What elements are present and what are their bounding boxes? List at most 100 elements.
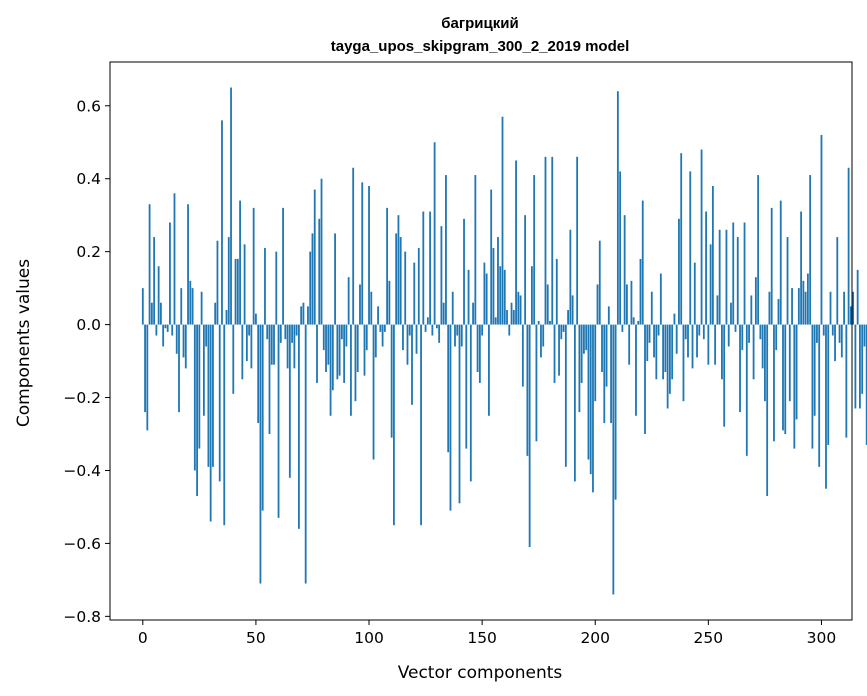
bar [675,324,678,354]
bar [664,324,667,372]
bar [551,156,554,325]
bar [836,237,839,325]
chart-subtitle: tayga_upos_skipgram_300_2_2019 model [331,38,630,55]
bar [757,175,760,325]
bar [144,324,146,413]
bar [693,262,696,325]
bar [732,222,735,325]
bar [429,211,432,325]
bar [402,324,404,351]
bar [268,324,271,434]
bar [503,269,506,325]
bar [431,324,434,336]
bar [635,324,637,416]
bar [788,324,791,402]
bar [273,324,275,365]
bar [834,324,836,362]
bar [806,273,809,325]
bar [605,324,608,387]
bar [730,302,732,325]
bar [221,120,223,325]
bar [521,324,524,387]
bar [687,324,689,358]
bar [295,324,298,336]
bar [397,215,400,325]
bar [852,291,855,325]
bar [390,324,393,438]
bar [205,324,208,347]
bar [655,324,658,380]
bar [741,324,744,351]
bar [585,324,588,351]
bar [451,291,454,325]
bar [485,273,488,325]
bar [463,218,465,325]
bar [773,324,775,442]
bar [592,324,594,493]
bar [831,324,834,336]
bar [626,284,628,325]
bar [424,324,427,332]
bar [270,324,273,365]
bar [359,284,361,325]
bar [164,324,167,329]
bar [612,324,615,595]
bar [438,324,441,343]
bar [252,207,255,325]
bar [587,324,590,460]
bar [363,324,366,376]
y-tick-label: −0.2 [63,389,101,407]
bar [279,324,282,343]
bar [818,324,821,467]
bar [232,324,235,394]
bar [320,178,323,325]
x-tick-label: 0 [138,629,148,647]
bar [171,324,174,336]
bar [754,277,757,325]
bar [248,324,251,336]
bar [286,324,289,369]
bar [657,324,660,336]
bar [580,324,583,383]
x-tick-label: 100 [354,629,384,647]
bar [490,189,493,325]
bar [739,324,741,413]
bar [682,324,685,402]
bar [458,324,461,504]
bar [707,324,710,365]
bar [243,244,246,325]
bar [583,324,585,354]
bar [546,284,549,325]
bar [761,324,764,369]
bar [598,240,601,325]
bar [225,310,228,325]
bar [662,324,665,380]
bar [309,251,312,325]
bar [209,324,212,522]
bar [840,324,843,358]
bar [628,324,631,365]
bar [361,182,364,325]
bar [476,324,479,372]
bar [472,302,474,325]
bar [530,266,533,325]
bar [300,306,303,325]
bar [775,324,778,351]
bar [813,324,816,416]
bar [843,291,845,325]
bar [820,134,823,325]
bar [736,237,739,325]
bar [709,244,712,325]
bar [506,310,508,325]
bar [750,295,753,325]
bar [770,207,773,325]
bar [623,215,626,325]
bar [141,288,144,325]
y-tick-label: 0.2 [76,243,101,261]
bar [157,266,160,325]
bar [447,324,450,453]
bar [365,324,368,351]
bar [257,324,260,424]
bar [327,324,330,365]
bar [734,324,737,332]
